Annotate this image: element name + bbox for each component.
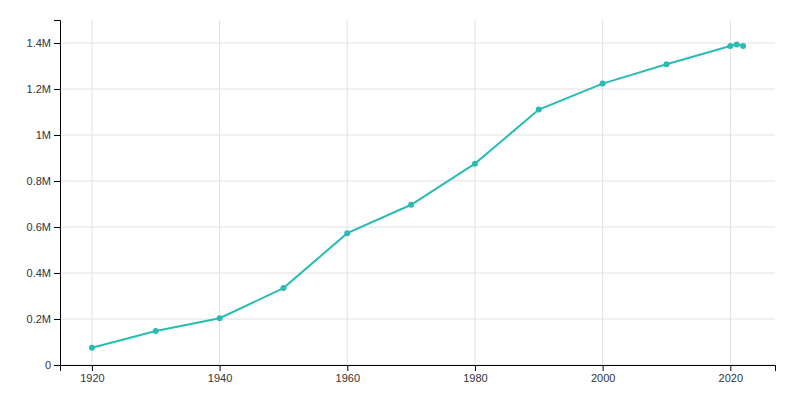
tick: 0.4M [27,267,60,279]
data [89,41,746,350]
grid-line [60,43,775,44]
x-axis: 1920 1940 1960 1980 2000 2020 [61,365,776,384]
tick-label: 0 [45,359,51,371]
chart: 1920 1940 1960 1980 2000 2020 0 0.2M 0.4M 0.6M 0.8… [0,0,800,400]
grid-line [219,20,220,365]
point [734,41,740,47]
tick-label: 0.2M [27,313,51,325]
tick: 0.8M [27,175,60,187]
tick-label: 1M [36,129,51,141]
axis-line [54,21,61,366]
tick-label: 0.4M [27,267,51,279]
grid-line [60,181,775,182]
tick-label: 1960 [336,372,360,384]
point [408,202,414,208]
point [663,61,669,67]
tick-label: 0.6M [27,221,51,233]
point [344,230,350,236]
line [92,44,743,347]
grid-line [60,273,775,274]
tick-label: 1.4M [27,37,51,49]
tick-mark [54,227,60,228]
grid-line [730,20,731,365]
tick-label: 1920 [80,372,104,384]
grid [60,20,775,365]
tick-label: 0.8M [27,175,51,187]
point [727,43,733,49]
tick-mark [54,135,60,136]
tick-mark [92,365,93,371]
tick: 1920 [80,365,104,384]
tick-mark [54,43,60,44]
tick: 1M [36,129,60,141]
tick: 0.6M [27,221,60,233]
point [740,43,746,49]
y-axis: 0 0.2M 0.4M 0.6M 0.8M 1M 1.2M 1.4M [27,21,61,372]
tick-mark [54,181,60,182]
tick-mark [54,273,60,274]
tick-label: 2000 [591,372,615,384]
tick: 0 [45,359,60,371]
plot: 1920 1940 1960 1980 2000 2020 0 0.2M 0.4M 0.6M 0.8… [27,20,776,384]
axis-line [61,366,776,372]
grid-line [91,20,92,365]
tick: 1960 [336,365,360,384]
tick: 1980 [463,365,487,384]
point [536,107,542,113]
tick-label: 1940 [208,372,232,384]
tick: 2000 [591,365,615,384]
grid-line [60,135,775,136]
point [600,81,606,87]
tick: 0.2M [27,313,60,325]
tick-mark [730,365,731,371]
grid-line [474,20,475,365]
tick-mark [603,365,604,371]
point [472,161,478,167]
tick-label: 1980 [463,372,487,384]
point [217,315,223,321]
point [153,328,159,334]
grid-line [60,319,775,320]
tick: 1.4M [27,37,60,49]
grid-line [60,227,775,228]
point [280,285,286,291]
tick-mark [475,365,476,371]
tick-label: 1.2M [27,83,51,95]
grid-line [602,20,603,365]
tick-label: 2020 [719,372,743,384]
tick: 1.2M [27,83,60,95]
grid-line [60,89,775,90]
tick: 1940 [208,365,232,384]
point [89,345,95,351]
tick-mark [54,319,60,320]
grid-line [347,20,348,365]
tick-mark [347,365,348,371]
tick-mark [220,365,221,371]
tick-mark [54,89,60,90]
tick: 2020 [719,365,743,384]
tick-mark [54,365,60,366]
